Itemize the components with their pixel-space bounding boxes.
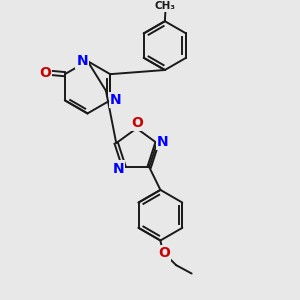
Text: CH₃: CH₃ xyxy=(155,1,176,11)
Text: O: O xyxy=(131,116,143,130)
Text: N: N xyxy=(76,54,88,68)
Text: O: O xyxy=(39,66,51,80)
Text: N: N xyxy=(112,162,124,176)
Text: N: N xyxy=(110,93,122,107)
Text: O: O xyxy=(158,246,170,260)
Text: N: N xyxy=(157,135,169,148)
